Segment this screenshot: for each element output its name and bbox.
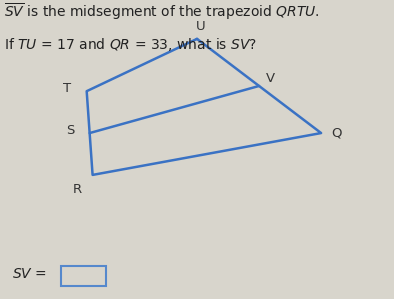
- Text: $SV$ =: $SV$ =: [12, 267, 46, 280]
- Text: S: S: [66, 123, 74, 137]
- Text: $\overline{SV}$ is the midsegment of the trapezoid $QRTU$.: $\overline{SV}$ is the midsegment of the…: [4, 1, 320, 22]
- Text: R: R: [72, 183, 82, 196]
- Text: Q: Q: [332, 126, 342, 140]
- FancyBboxPatch shape: [61, 266, 106, 286]
- Text: V: V: [266, 72, 275, 85]
- Text: If $TU$ = 17 and $QR$ = 33, what is $SV$?: If $TU$ = 17 and $QR$ = 33, what is $SV$…: [4, 36, 257, 53]
- Text: T: T: [63, 82, 71, 95]
- Text: U: U: [196, 20, 206, 33]
